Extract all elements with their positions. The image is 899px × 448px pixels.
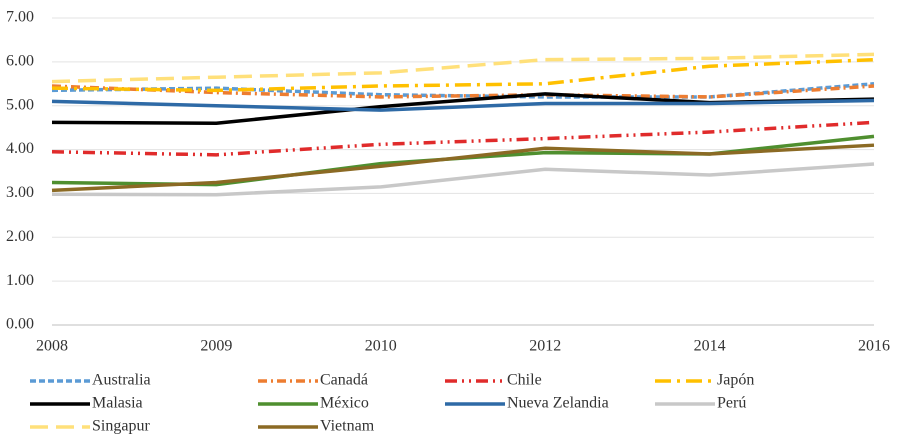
y-tick-label: 2.00	[6, 228, 34, 245]
series-line	[51, 52, 875, 84]
x-tick-label: 2009	[200, 338, 232, 355]
legend-label: Nueva Zelandia	[507, 395, 609, 412]
y-tick-label: 5.00	[6, 96, 34, 113]
y-tick-label: 0.00	[6, 316, 34, 333]
legend-label: Australia	[92, 372, 151, 389]
y-tick-label: 7.00	[6, 9, 34, 26]
y-tick-label: 6.00	[6, 53, 34, 70]
x-tick-label: 2012	[529, 338, 561, 355]
legend-label: Singapur	[92, 418, 150, 435]
series-line	[51, 120, 875, 157]
legend-label: Canadá	[320, 372, 368, 389]
y-tick-label: 3.00	[6, 184, 34, 201]
legend-label: México	[320, 395, 369, 412]
legend-label: Chile	[507, 372, 542, 389]
series-line	[51, 162, 875, 197]
legend-label: Malasia	[92, 395, 143, 412]
legend-label: Perú	[717, 395, 746, 412]
x-tick-label: 2010	[365, 338, 397, 355]
series-line	[51, 84, 875, 99]
series-line	[51, 98, 875, 112]
legend-label: Vietnam	[320, 418, 375, 435]
y-tick-label: 1.00	[6, 272, 34, 289]
x-tick-label: 2014	[694, 338, 726, 355]
series-line	[51, 143, 875, 193]
legend-label: Japón	[717, 372, 754, 389]
x-tick-label: 2008	[36, 338, 68, 355]
y-tick-label: 4.00	[6, 140, 34, 157]
x-tick-label: 2016	[858, 338, 890, 355]
series-line	[51, 57, 875, 93]
series-line	[51, 92, 875, 126]
